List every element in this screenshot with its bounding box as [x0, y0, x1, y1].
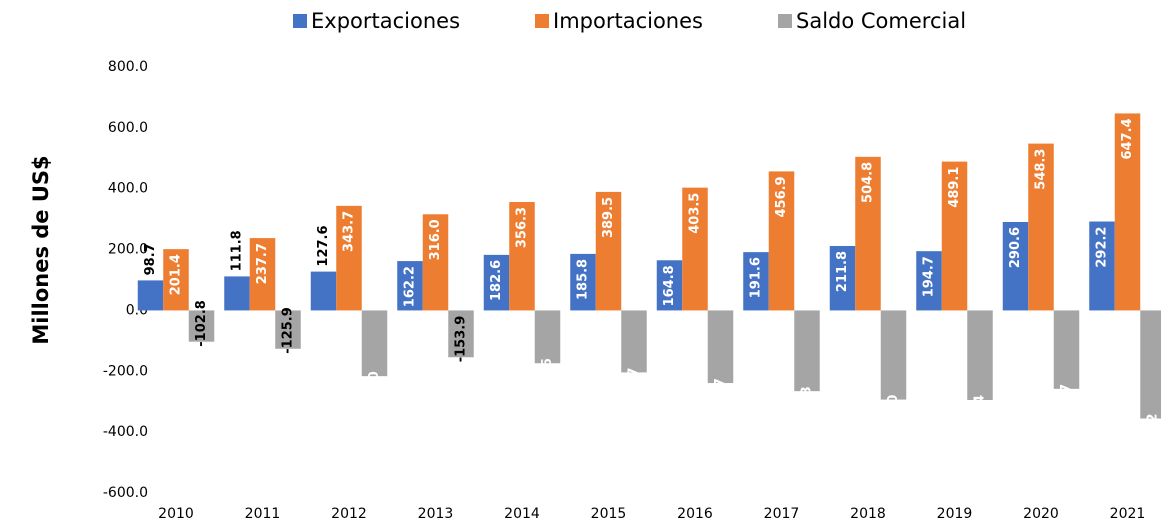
data-label: -153.9: [454, 316, 469, 363]
data-label: 191.6: [749, 257, 764, 298]
bar: [1114, 113, 1141, 311]
legend-label: Importaciones: [553, 9, 703, 33]
y-tick-label: -600.0: [103, 485, 148, 501]
data-label: -102.8: [194, 300, 209, 347]
bar: [137, 280, 164, 311]
data-label: 292.2: [1095, 227, 1110, 268]
bar: [163, 249, 189, 311]
bar: [570, 253, 596, 311]
data-label: 111.8: [230, 230, 245, 271]
y-tick-label: -200.0: [103, 363, 148, 379]
y-tick-label: -400.0: [103, 424, 148, 440]
bar: [448, 310, 474, 358]
x-tick-label: 2019: [937, 506, 973, 522]
legend-swatch: [293, 14, 307, 28]
bar: [967, 310, 993, 401]
bar: [422, 214, 449, 311]
data-label: 456.9: [774, 176, 789, 217]
legend-swatch: [778, 14, 792, 28]
bar: [621, 310, 647, 373]
data-label: -294.4: [973, 395, 988, 442]
data-label: 194.7: [922, 256, 937, 297]
data-label: 211.8: [835, 251, 850, 292]
data-label: 182.6: [489, 260, 504, 301]
bar: [743, 252, 769, 311]
bar: [1140, 310, 1161, 419]
bar: [682, 187, 708, 311]
bar: [855, 156, 881, 311]
bar: [1089, 221, 1115, 311]
bar: [794, 310, 820, 392]
data-label: -216.0: [367, 371, 382, 418]
bar: [224, 276, 250, 311]
x-tick-label: 2018: [850, 506, 886, 522]
data-label: -265.3: [800, 386, 815, 433]
y-tick-label: 400.0: [108, 181, 148, 197]
bar: [336, 205, 362, 311]
data-label: 98.7: [143, 243, 158, 275]
data-label: 290.6: [1008, 227, 1023, 268]
data-label: 504.8: [861, 162, 876, 203]
bar: [1002, 222, 1029, 311]
data-label: 489.1: [947, 167, 962, 208]
bar: [310, 271, 337, 311]
data-label: 343.7: [342, 211, 357, 252]
bar: [916, 251, 942, 311]
data-label: 127.6: [316, 225, 331, 266]
data-label: 185.8: [576, 259, 591, 300]
bar: [707, 310, 734, 384]
data-label: -125.9: [281, 307, 296, 354]
data-label: -355.2: [1146, 414, 1161, 461]
bar: [483, 254, 510, 311]
data-label: 403.5: [688, 193, 703, 234]
x-tick-label: 2011: [245, 506, 281, 522]
data-label: 316.0: [428, 219, 443, 260]
bar: [1028, 143, 1054, 311]
x-tick-label: 2021: [1110, 506, 1146, 522]
bar: [595, 191, 622, 311]
data-label: -173.6: [540, 358, 555, 405]
data-label: 647.4: [1120, 118, 1135, 159]
y-tick-label: 600.0: [108, 120, 148, 136]
data-label: 356.3: [515, 207, 530, 248]
data-label: -238.7: [713, 378, 728, 425]
data-label: 389.5: [601, 197, 616, 238]
bar: [275, 310, 301, 349]
bar: [656, 260, 683, 311]
data-label: 164.8: [662, 265, 677, 306]
x-tick-label: 2017: [764, 506, 800, 522]
legend-swatch: [535, 14, 549, 28]
x-tick-label: 2014: [504, 506, 540, 522]
data-label: 201.4: [169, 254, 184, 295]
x-tick-label: 2010: [158, 506, 194, 522]
bar: [249, 238, 276, 311]
bar: [509, 202, 535, 311]
data-label: -293.0: [886, 395, 901, 442]
data-label: 237.7: [255, 243, 270, 284]
bar: [534, 310, 561, 364]
bar: [361, 310, 388, 377]
y-tick-label: 800.0: [108, 59, 148, 75]
x-tick-label: 2015: [591, 506, 627, 522]
bar: [188, 310, 215, 342]
bar: [1053, 310, 1080, 389]
y-tick-label: 200.0: [108, 242, 148, 258]
x-tick-label: 2013: [418, 506, 454, 522]
legend-label: Exportaciones: [311, 9, 460, 33]
bar: [829, 245, 856, 311]
x-tick-label: 2016: [677, 506, 713, 522]
bar: [941, 161, 968, 311]
data-label: 548.3: [1034, 149, 1049, 190]
x-tick-label: 2020: [1023, 506, 1059, 522]
data-label: 162.2: [403, 266, 418, 307]
legend-label: Saldo Comercial: [796, 9, 966, 33]
data-label: -203.7: [627, 367, 642, 414]
x-tick-label: 2012: [331, 506, 367, 522]
bar: [880, 310, 907, 400]
bar: [768, 171, 795, 311]
bar: [397, 261, 423, 311]
data-label: -257.7: [1059, 384, 1074, 431]
y-axis-title: Millones de US$: [29, 155, 53, 344]
